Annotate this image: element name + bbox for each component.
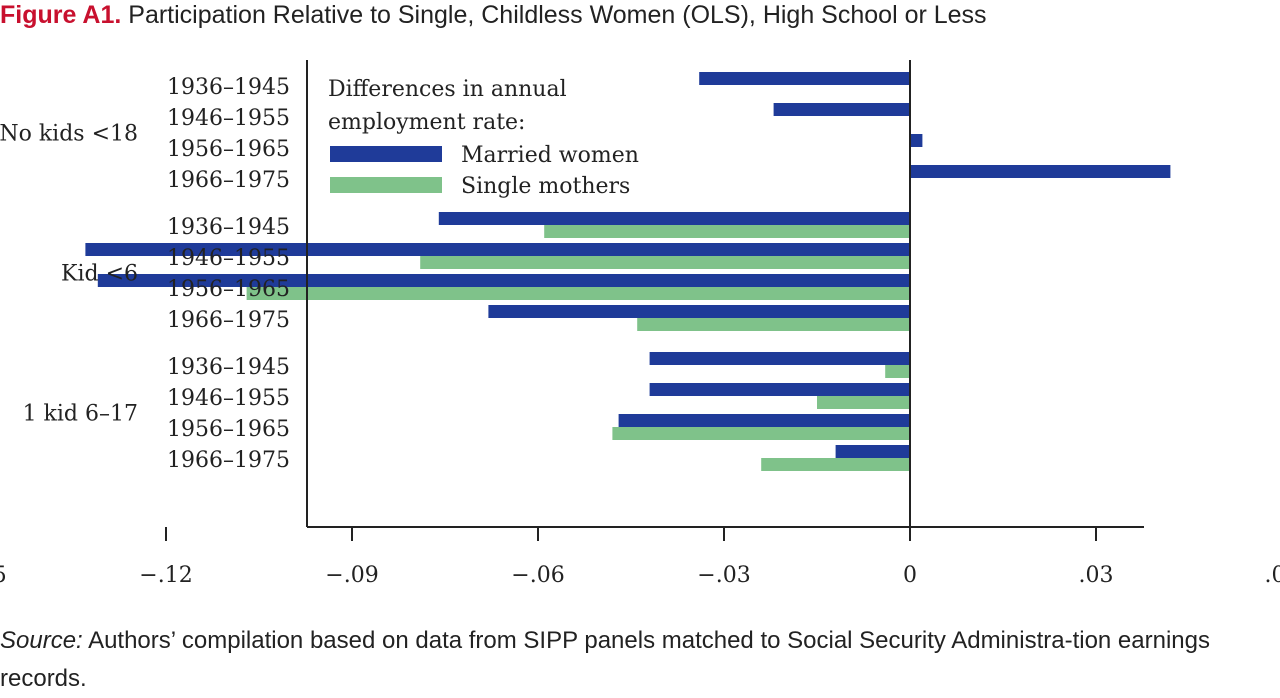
category-label: 1966–1975	[167, 168, 290, 193]
legend-label: Married women	[461, 143, 639, 168]
x-tick-label: −.15	[0, 563, 7, 588]
legend: Differences in annual employment rate: Mar…	[328, 77, 639, 199]
category-label: 1936–1945	[167, 75, 290, 100]
bars-layer	[85, 72, 1170, 471]
bar-single	[612, 427, 910, 440]
x-tick-label: −.12	[139, 563, 192, 588]
category-label: 1956–1965	[167, 277, 290, 302]
category-label: 1956–1965	[167, 417, 290, 442]
group-label: Kid <6	[61, 262, 138, 287]
source-text: Authors’ compilation based on data from …	[0, 627, 1210, 692]
bar-married	[650, 383, 910, 396]
bar-single	[544, 225, 910, 238]
x-tick-label: .03	[1079, 563, 1114, 588]
bar-single	[817, 396, 910, 409]
source-note: Source: Authors’ compilation based on da…	[0, 622, 1278, 698]
bar-married	[774, 103, 910, 116]
category-label: 1956–1965	[167, 137, 290, 162]
x-tick-label: −.06	[511, 563, 564, 588]
bar-married	[439, 212, 910, 225]
x-tick-label: 0	[903, 563, 917, 588]
bar-married	[488, 305, 910, 318]
source-label: Source:	[0, 627, 83, 654]
x-tick-label: .06	[1265, 563, 1280, 588]
category-label: 1936–1945	[167, 215, 290, 240]
category-label: 1946–1955	[167, 386, 290, 411]
legend-title-line1: Differences in annual	[328, 77, 567, 102]
bar-married	[699, 72, 910, 85]
bar-married	[910, 165, 1170, 178]
legend-label: Single mothers	[461, 174, 630, 199]
bar-married	[619, 414, 910, 427]
bar-single	[885, 365, 910, 378]
legend-swatch-single	[330, 177, 442, 193]
bar-married	[650, 352, 910, 365]
group-label: 1 kid 6–17	[23, 402, 138, 427]
category-label: 1966–1975	[167, 448, 290, 473]
group-label: No kids <18	[0, 122, 138, 147]
x-tick-label: −.03	[697, 563, 750, 588]
category-label: 1946–1955	[167, 246, 290, 271]
bar-chart: −.18−.15−.12−.09−.06−.030.03.06 1936–194…	[0, 0, 1280, 610]
legend-title-line2: employment rate:	[328, 110, 525, 135]
bar-single	[420, 256, 910, 269]
bar-married	[910, 134, 922, 147]
bar-single	[247, 287, 910, 300]
x-tick-label: −.09	[325, 563, 378, 588]
bar-single	[637, 318, 910, 331]
legend-swatch-married	[330, 146, 442, 162]
bar-single	[761, 458, 910, 471]
category-label: 1946–1955	[167, 106, 290, 131]
bar-married	[836, 445, 910, 458]
category-label: 1966–1975	[167, 308, 290, 333]
category-label: 1936–1945	[167, 355, 290, 380]
